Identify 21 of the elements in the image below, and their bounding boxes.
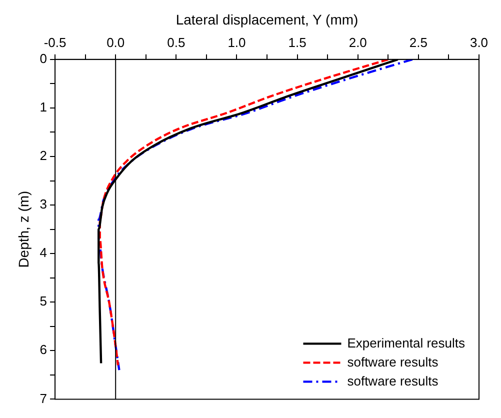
legend-label: Experimental results: [347, 335, 466, 350]
x-axis-title: Lateral displacement, Y (mm): [176, 11, 358, 28]
text: 0.0: [106, 35, 125, 50]
x-tick-label: 0.5: [167, 35, 186, 50]
y-tick-label: 3: [40, 196, 48, 212]
y-tick-label: 6: [40, 342, 48, 358]
text: 3.0: [470, 35, 488, 50]
y-tick-label: 4: [40, 245, 48, 260]
x-tick-label: 1.5: [288, 35, 306, 50]
text: 1.0: [228, 35, 246, 50]
y-tick-label: 2: [40, 148, 48, 164]
y-tick-label: 5: [40, 294, 48, 309]
legend-label: software results: [347, 354, 439, 370]
y-axis-title: Depth, z (m): [15, 190, 32, 268]
x-tick-label: -0.5: [44, 35, 66, 50]
y-tick-label: 7: [40, 390, 48, 406]
y-tick-label: 1: [40, 100, 48, 115]
legend-label: software results: [347, 373, 439, 388]
y-tick-label: 0: [40, 50, 48, 66]
x-tick-label: 2.5: [409, 35, 428, 50]
text: 2.0: [348, 35, 367, 50]
